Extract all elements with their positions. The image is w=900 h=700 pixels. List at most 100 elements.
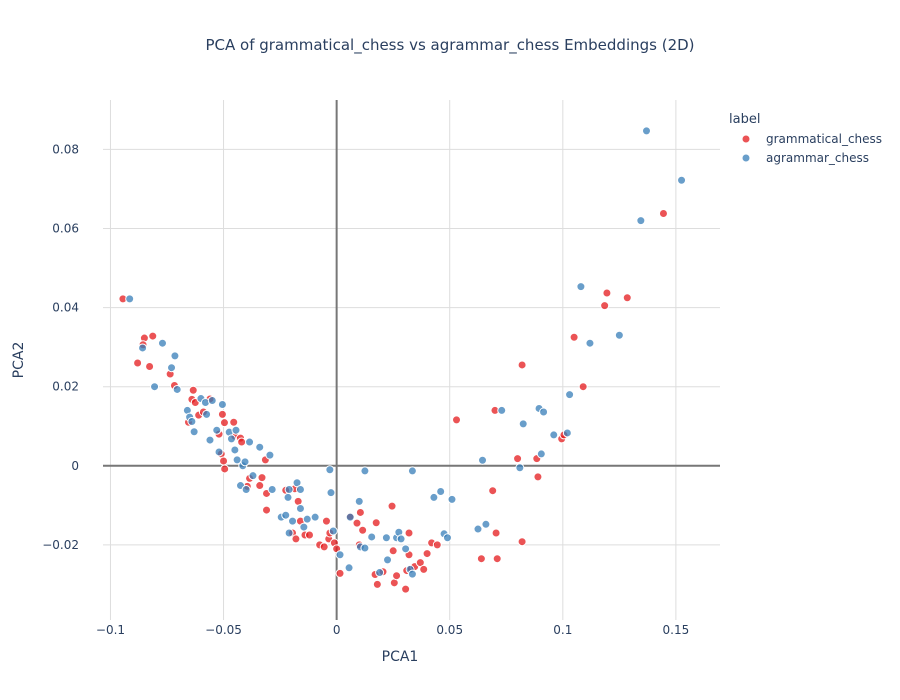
data-point <box>518 419 528 429</box>
data-point <box>392 571 402 581</box>
data-point <box>157 338 167 348</box>
data-point <box>641 126 651 136</box>
data-point <box>219 418 229 428</box>
data-point <box>371 518 381 528</box>
y-tick-label: 0.04 <box>52 301 79 315</box>
data-point <box>375 568 385 578</box>
data-point <box>255 481 265 491</box>
data-point <box>326 488 336 498</box>
data-point <box>214 447 224 457</box>
y-tick-label: −0.02 <box>42 538 79 552</box>
data-point <box>257 473 267 483</box>
data-point <box>354 496 364 506</box>
grid-lines <box>103 100 720 620</box>
data-point <box>636 216 646 226</box>
data-point <box>358 525 368 535</box>
data-point <box>401 584 411 594</box>
data-point <box>207 396 217 406</box>
x-tick-label: 0.05 <box>436 623 463 637</box>
data-point <box>284 485 294 495</box>
legend-marker <box>741 134 751 144</box>
data-point <box>481 519 491 529</box>
data-point <box>539 407 549 417</box>
data-point <box>473 524 483 534</box>
data-point <box>517 360 527 370</box>
y-tick-label: 0.02 <box>52 380 79 394</box>
data-point <box>422 549 432 559</box>
data-point <box>565 390 575 400</box>
data-point <box>432 540 442 550</box>
data-point <box>302 514 312 524</box>
zero-lines <box>103 100 720 620</box>
data-point <box>291 534 301 544</box>
data-point <box>237 437 247 447</box>
legend-label: grammatical_chess <box>766 132 882 146</box>
data-point <box>614 330 624 340</box>
data-point <box>447 494 457 504</box>
data-point <box>262 505 272 515</box>
data-point <box>497 405 507 415</box>
data-point <box>478 455 488 465</box>
legend-marker <box>741 153 751 163</box>
data-point <box>172 384 182 394</box>
data-point <box>220 464 230 474</box>
data-point <box>231 425 241 435</box>
data-point <box>188 385 198 395</box>
data-point <box>241 485 251 495</box>
data-point <box>245 437 255 447</box>
data-point <box>407 569 417 579</box>
data-point <box>202 409 212 419</box>
y-axis-ticks: −0.02 0 0.02 0.04 0.06 0.08 <box>42 142 79 551</box>
data-point <box>125 294 135 304</box>
data-point <box>352 518 362 528</box>
data-point <box>219 456 229 466</box>
data-point <box>401 544 411 554</box>
data-point <box>230 445 240 455</box>
legend-label: agrammar_chess <box>766 151 869 165</box>
data-point <box>562 428 572 438</box>
data-point <box>677 175 687 185</box>
data-point <box>429 492 439 502</box>
data-point <box>283 492 293 502</box>
legend-title: label <box>729 112 760 127</box>
data-point <box>569 332 579 342</box>
x-tick-label: 0.1 <box>553 623 572 637</box>
data-point <box>442 533 452 543</box>
data-point <box>205 435 215 445</box>
data-point <box>360 466 370 476</box>
chart-title: PCA of grammatical_chess vs agrammar_che… <box>205 36 694 55</box>
data-point <box>436 486 446 496</box>
y-tick-label: 0 <box>71 459 79 473</box>
data-point <box>476 554 486 564</box>
data-point <box>576 282 586 292</box>
data-point <box>658 208 668 218</box>
data-point <box>304 530 314 540</box>
data-point <box>344 563 354 573</box>
x-tick-label: −0.05 <box>205 623 242 637</box>
data-point <box>325 465 335 475</box>
data-point <box>189 427 199 437</box>
data-point <box>513 454 523 464</box>
data-point <box>549 430 559 440</box>
y-tick-label: 0.06 <box>52 222 79 236</box>
data-point <box>452 415 462 425</box>
data-point <box>150 382 160 392</box>
data-point <box>488 486 498 496</box>
data-point <box>383 555 393 565</box>
data-point <box>299 522 309 532</box>
data-point <box>600 301 610 311</box>
data-point <box>226 434 236 444</box>
data-point <box>388 546 398 556</box>
data-point <box>240 457 250 467</box>
data-point <box>265 450 275 460</box>
data-point <box>404 528 414 538</box>
data-point <box>360 543 370 553</box>
x-tick-label: 0 <box>333 623 341 637</box>
data-point <box>321 516 331 526</box>
data-point <box>145 362 155 372</box>
data-point <box>419 564 429 574</box>
data-point <box>492 554 502 564</box>
data-point <box>515 463 525 473</box>
data-points <box>118 126 687 594</box>
